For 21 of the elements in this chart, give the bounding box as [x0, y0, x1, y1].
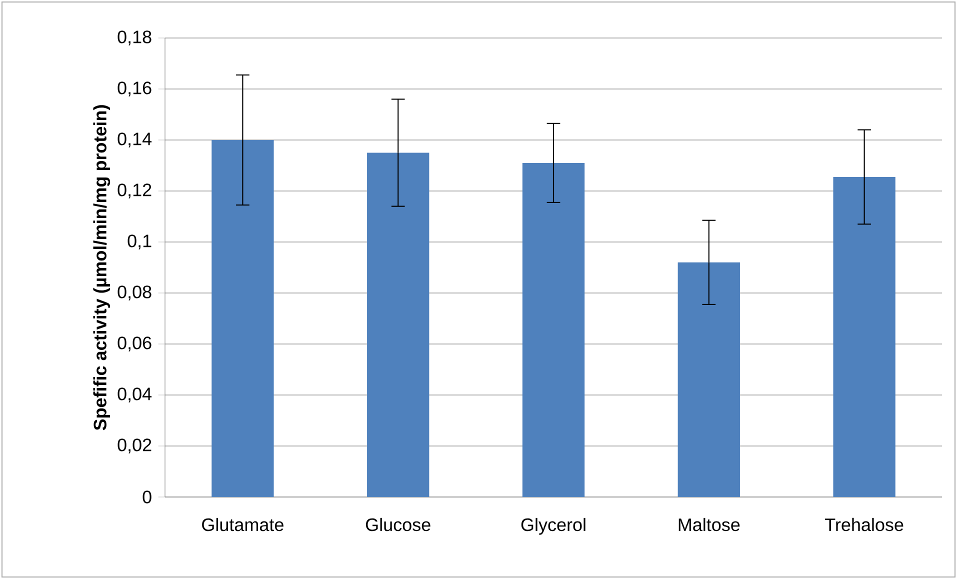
- x-tick-label: Maltose: [678, 518, 740, 532]
- bar: [367, 152, 430, 497]
- x-tick-label: Glutamate: [202, 518, 284, 532]
- y-tick-label: 0,12: [118, 184, 152, 198]
- x-tick-label: Trehalose: [825, 518, 904, 532]
- y-axis-title: Spefific activity (µmol/min/mg protein): [93, 105, 110, 430]
- bar: [678, 262, 740, 497]
- y-tick-label: 0,16: [118, 82, 152, 96]
- y-tick-label: 0,04: [118, 388, 152, 402]
- y-tick-label: 0,14: [118, 132, 152, 148]
- y-tick-label: 0,02: [118, 438, 152, 454]
- x-tick-label: Glucose: [366, 518, 430, 532]
- bar: [522, 162, 585, 497]
- y-tick-label: 0: [142, 490, 152, 504]
- y-tick-label: 0,06: [118, 336, 152, 352]
- y-tick-label: 0,08: [118, 286, 152, 300]
- bar: [212, 140, 274, 497]
- bar: [833, 176, 896, 497]
- x-tick-label: Glycerol: [521, 518, 586, 535]
- y-tick-label: 0,18: [118, 30, 152, 46]
- y-tick-label: 0,1: [128, 234, 152, 250]
